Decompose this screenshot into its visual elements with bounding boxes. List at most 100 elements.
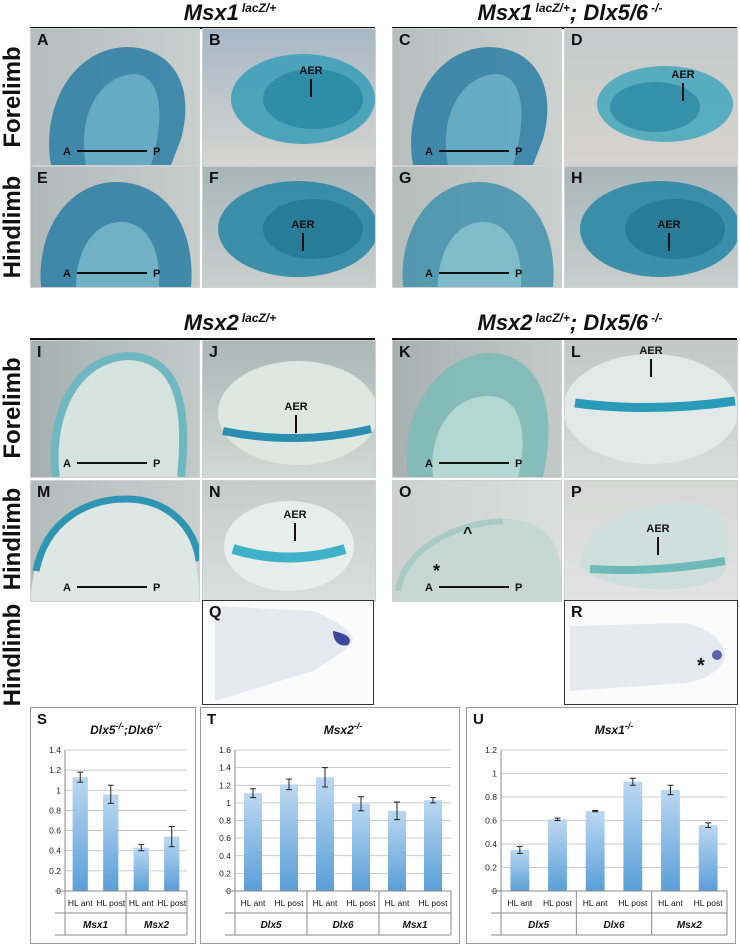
x-tick-label: HL post xyxy=(96,898,126,908)
row-label-forelimb: Forelimb xyxy=(0,46,26,148)
title-rule xyxy=(30,338,375,340)
x-tick-label: HL post xyxy=(618,898,648,908)
y-tick-label: 1 xyxy=(226,798,231,808)
title-msx1-control: Msx1 lacZ/+ xyxy=(183,0,277,25)
panel-letter: M xyxy=(37,484,51,501)
y-tick-label: 1.4 xyxy=(219,763,231,773)
y-tick-label: 0.2 xyxy=(49,866,61,876)
bar xyxy=(510,849,530,891)
y-tick-label: 0.2 xyxy=(219,868,231,878)
chart-title: Msx1-/- xyxy=(595,721,634,737)
aer-marker xyxy=(668,233,670,251)
panel-letter: G xyxy=(399,170,412,187)
y-tick-label: 0.6 xyxy=(219,833,231,843)
panel-letter: L xyxy=(571,344,581,361)
bar xyxy=(164,836,180,891)
x-tick-label: HL ant xyxy=(68,898,93,908)
limb-bud-image xyxy=(50,351,188,477)
chart-letter: T xyxy=(207,711,216,728)
limb-bud-image xyxy=(580,181,737,277)
bar xyxy=(103,794,119,891)
axis-posterior: P xyxy=(153,458,161,470)
axis-posterior: P xyxy=(153,146,161,158)
asterisk-marker: * xyxy=(697,655,705,677)
double-arrow xyxy=(77,150,147,152)
limb-bud-image xyxy=(406,353,549,477)
panel-q-hindlimb-section: Q xyxy=(202,600,374,705)
limb-bud-image xyxy=(411,47,548,165)
y-tick-label: 0.8 xyxy=(49,805,61,815)
title-msx2-dlx56: Msx2 lacZ/+; Dlx5/6 -/- xyxy=(477,310,663,335)
x-tick-label: HL post xyxy=(543,898,573,908)
x-tick-label: HL ant xyxy=(313,898,338,908)
aer-label: AER xyxy=(299,65,323,77)
x-tick-label: HL post xyxy=(157,898,187,908)
axis-anterior: A xyxy=(425,582,433,594)
y-tick-label: 1.6 xyxy=(219,745,231,755)
limb-bud-image xyxy=(218,181,375,277)
title-msx1-dlx56: Msx1 lacZ/+; Dlx5/6 -/- xyxy=(477,0,663,25)
limb-bud-image xyxy=(49,47,186,165)
double-arrow xyxy=(439,272,509,274)
panel-d-forelimb-distal: D AER xyxy=(564,28,738,166)
group-label: Msx2 xyxy=(144,920,169,931)
panel-c-forelimb-dorsal: C A P xyxy=(392,28,562,166)
limb-bud-image xyxy=(402,182,554,287)
axis-anterior: A xyxy=(63,268,71,280)
bar xyxy=(244,793,262,891)
panel-l-forelimb-distal: L AER xyxy=(564,340,738,478)
double-arrow xyxy=(77,586,147,588)
aer-label: AER xyxy=(291,219,315,231)
group-label: Dlx5 xyxy=(528,920,550,931)
y-tick-label: 0.4 xyxy=(485,839,497,849)
group-label: Dlx6 xyxy=(603,920,625,931)
panel-o-hindlimb-dorsal: O ^ * A P xyxy=(392,480,562,602)
title-msx2-control: Msx2 lacZ/+ xyxy=(183,310,277,335)
y-tick-label: 0.4 xyxy=(49,846,61,856)
aer-label: AER xyxy=(671,69,695,81)
aer-marker xyxy=(294,523,296,541)
y-tick-label: 0.2 xyxy=(485,863,497,873)
limb-bud-image xyxy=(224,501,354,591)
panel-b-forelimb-distal: B AER xyxy=(202,28,376,166)
group-label: Dlx5 xyxy=(260,920,282,931)
panel-n-hindlimb-distal: N AER xyxy=(202,480,376,602)
aer-marker xyxy=(650,359,652,377)
panel-letter: O xyxy=(399,484,412,501)
row-label-hindlimb: Hindlimb xyxy=(0,603,26,707)
y-tick-label: 1.2 xyxy=(219,780,231,790)
double-arrow xyxy=(439,150,509,152)
x-tick-label: HL ant xyxy=(385,898,410,908)
row-label-hindlimb: Hindlimb xyxy=(0,175,26,279)
bar xyxy=(424,800,442,891)
panel-letter: R xyxy=(571,604,583,621)
x-tick-label: HL ant xyxy=(658,898,683,908)
panel-m-hindlimb-dorsal: M A P xyxy=(30,480,200,602)
panel-letter: B xyxy=(209,32,221,49)
row-label-forelimb: Forelimb xyxy=(0,357,26,459)
chart-t: T Msx2-/- 0 0.2 0.4 0.6 0.8 1 1.2 1.4 1.6 HL ant HL … xyxy=(200,707,460,944)
y-tick-label: 0.6 xyxy=(49,826,61,836)
panel-g-hindlimb-dorsal: G A P xyxy=(392,166,562,288)
axis-anterior: A xyxy=(425,268,433,280)
x-tick-label: HL ant xyxy=(241,898,266,908)
bar xyxy=(698,825,718,891)
y-tick-label: 0.8 xyxy=(485,792,497,802)
limb-bud-image xyxy=(395,518,561,601)
y-tick-label: 1 xyxy=(492,769,497,779)
axis-posterior: P xyxy=(153,268,161,280)
double-arrow xyxy=(439,462,509,464)
axis-anterior: A xyxy=(63,458,71,470)
panel-f-hindlimb-distal: F AER xyxy=(202,166,376,288)
panel-i-forelimb-dorsal: I A P xyxy=(30,340,200,478)
section-image xyxy=(215,606,353,701)
aer-label: AER xyxy=(283,509,307,521)
group-label: Msx2 xyxy=(677,920,702,931)
asterisk-marker: * xyxy=(433,561,441,581)
aer-label: AER xyxy=(657,219,681,231)
x-tick-label: HL post xyxy=(275,898,305,908)
chart-u: U Msx1-/- 0 0.2 0.4 0.6 0.8 1 1.2 HL ant HL post HL… xyxy=(466,707,736,944)
caret-marker: ^ xyxy=(463,525,473,542)
